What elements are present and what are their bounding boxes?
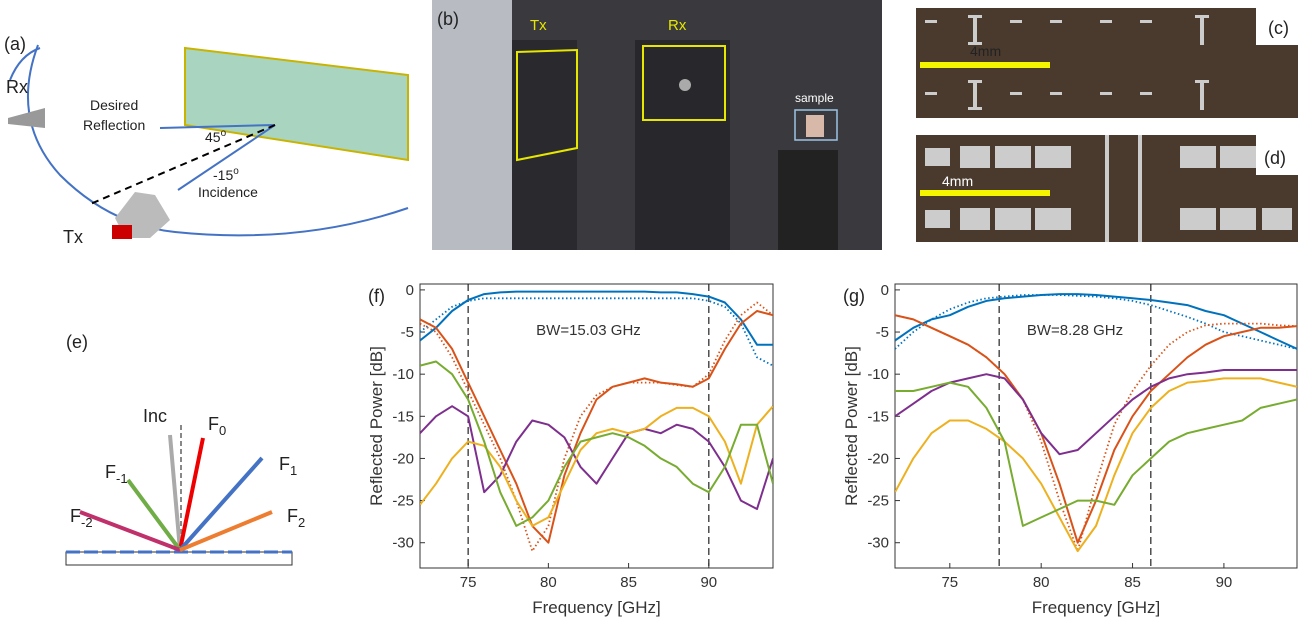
scale-bar — [920, 190, 1050, 196]
y-tick-label: 0 — [406, 282, 414, 299]
panel-b: (b) Tx Rx sample — [432, 0, 882, 250]
panel-label: (g) — [843, 286, 865, 306]
x-tick-label: 80 — [1033, 574, 1050, 591]
rx-absorber — [635, 40, 730, 250]
order-label: F-1 — [105, 462, 128, 486]
y-tick-label: -30 — [392, 535, 414, 552]
sample-stand — [778, 150, 838, 250]
unit-cells — [925, 135, 1292, 242]
y-tick-label: -25 — [867, 493, 889, 510]
inc-label: Inc — [143, 406, 167, 426]
normal-line — [87, 124, 276, 206]
series-line — [895, 369, 1297, 456]
tx-absorber — [512, 40, 577, 250]
diffraction-arrows — [79, 434, 273, 552]
series-line — [420, 360, 773, 527]
series-line — [895, 381, 1297, 527]
tx-label: Tx — [530, 17, 547, 34]
y-tick-label: -10 — [867, 366, 889, 383]
photo-background — [432, 0, 512, 250]
panel-label: (c) — [1268, 18, 1289, 38]
unit-cells — [925, 15, 1209, 110]
y-tick-label: -20 — [392, 450, 414, 467]
annotation: BW=8.28 GHz — [1027, 322, 1123, 339]
tx-port — [112, 225, 132, 239]
panel-e: (e) Inc F0 F-1 F1 F-2 F2 — [65, 332, 305, 566]
y-axis-label: Reflected Power [dB] — [367, 346, 386, 506]
angle-label: 45o — [205, 128, 227, 145]
x-tick-label: 75 — [941, 574, 958, 591]
y-tick-label: -10 — [392, 366, 414, 383]
series-line — [420, 405, 773, 527]
series-line — [420, 297, 773, 367]
tx-box — [516, 48, 578, 162]
sample — [806, 115, 824, 137]
panel-d: (d) 4mm — [916, 135, 1298, 242]
x-axis-label: Frequency [GHz] — [532, 598, 661, 617]
rx-box — [642, 45, 726, 121]
panel-a: (a) Rx Desired Reflection 45o -15o Incide… — [4, 34, 409, 247]
x-tick-label: 85 — [1124, 574, 1141, 591]
x-tick-label: 90 — [1216, 574, 1233, 591]
sample-label: sample — [795, 91, 834, 105]
series-line — [420, 290, 773, 346]
panel-label: (e) — [66, 332, 88, 352]
sample-box — [794, 109, 838, 141]
incidence-arrow — [177, 124, 276, 191]
rx-label: Rx — [668, 17, 687, 34]
incidence-angle-label: -15o — [213, 166, 239, 183]
order-label: F0 — [208, 414, 226, 438]
y-tick-label: -20 — [867, 450, 889, 467]
order-label: F-2 — [70, 506, 93, 530]
metasurface — [184, 46, 409, 162]
order-label: F1 — [279, 454, 297, 478]
panel-label: (d) — [1264, 148, 1286, 168]
y-tick-label: -25 — [392, 493, 414, 510]
photo — [1256, 45, 1298, 118]
scale-label: 4mm — [942, 173, 973, 189]
reflection-label: Desired Reflection — [83, 97, 145, 133]
tx-label: Tx — [63, 227, 83, 247]
plot-area — [894, 283, 1298, 569]
x-tick-label: 80 — [540, 574, 557, 591]
y-tick-label: -5 — [401, 324, 414, 341]
annotation: BW=15.03 GHz — [536, 322, 641, 339]
rx-label: Rx — [6, 77, 28, 97]
label-bg — [1256, 8, 1298, 45]
x-tick-label: 90 — [700, 574, 717, 591]
series-line — [895, 294, 1297, 350]
label-bg — [1256, 135, 1298, 175]
series-line — [895, 377, 1297, 553]
panel-label: (a) — [4, 34, 26, 54]
panel-label: (b) — [437, 9, 459, 29]
x-axis-label: Frequency [GHz] — [1032, 598, 1161, 617]
y-tick-label: 0 — [881, 282, 889, 299]
series-line — [895, 314, 1297, 552]
panel-c: (c) 4mm — [916, 8, 1298, 118]
order-label: F2 — [287, 506, 305, 530]
incidence-label: Incidence — [198, 184, 258, 200]
scale-bar — [920, 62, 1050, 68]
panel-label: (f) — [368, 286, 385, 306]
series-line — [420, 301, 773, 552]
x-tick-label: 75 — [460, 574, 477, 591]
rx-horn — [8, 108, 45, 128]
series-line — [895, 293, 1297, 350]
y-tick-label: -15 — [867, 408, 889, 425]
y-tick-label: -5 — [876, 324, 889, 341]
y-tick-label: -15 — [392, 408, 414, 425]
rx-horn — [679, 79, 691, 91]
scale-label: 4mm — [970, 43, 1001, 59]
y-tick-label: -30 — [867, 535, 889, 552]
x-tick-label: 85 — [620, 574, 637, 591]
series-line — [420, 310, 773, 544]
substrate — [65, 551, 293, 566]
series-line — [420, 405, 773, 510]
reflection-arrow — [159, 124, 276, 129]
y-axis-label: Reflected Power [dB] — [842, 346, 861, 506]
arc — [9, 47, 41, 81]
